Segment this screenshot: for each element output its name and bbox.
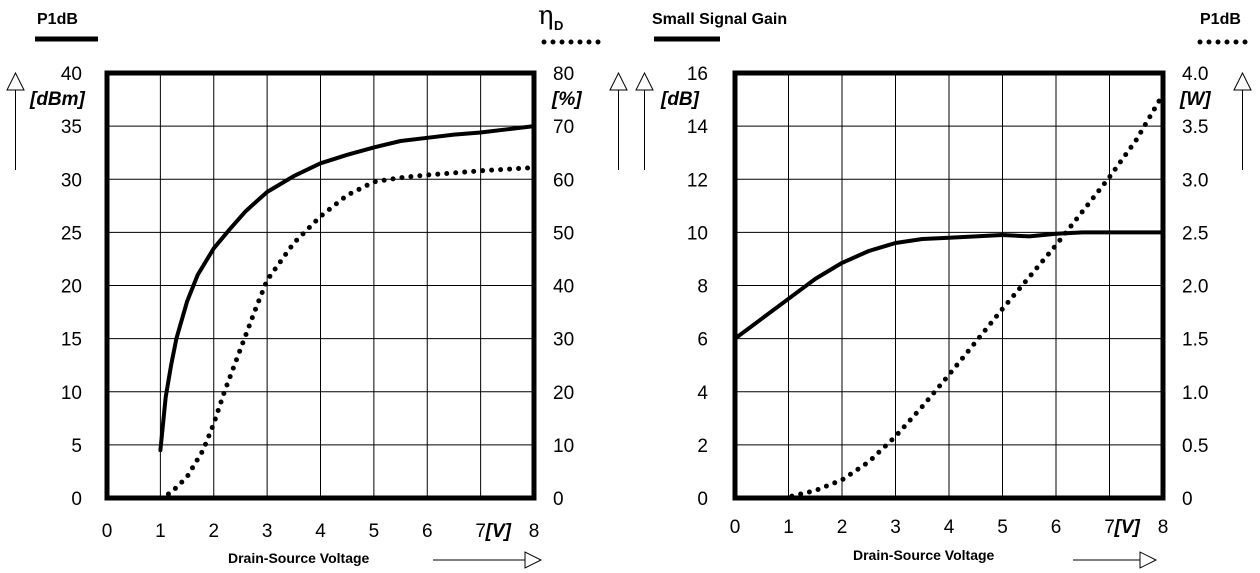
right-axis-tick-label: 3.5 (1182, 117, 1208, 138)
left-axis-tick-label: 16 (687, 64, 708, 85)
left-chart-right-unit: [%] (551, 89, 582, 110)
right-axis-tick-label: 1.0 (1182, 383, 1208, 404)
left-chart-legend-eta-subscript: D (554, 18, 563, 33)
x-axis-tick-label: 0 (730, 517, 741, 538)
right-chart-x-axis-label: Drain-Source Voltage (853, 547, 995, 563)
right-axis-tick-label: 4.0 (1182, 64, 1208, 85)
right-chart-grid (735, 73, 1163, 498)
left-chart-grid (107, 73, 534, 498)
left-chart-x-axis-arrow (433, 551, 543, 569)
x-axis-tick-label: 3 (890, 517, 901, 538)
x-axis-tick-label: 5 (369, 521, 380, 542)
left-axis-tick-label: 5 (71, 436, 82, 457)
right-chart-legend-p1db-label: P1dB (1200, 11, 1241, 28)
right-chart-x-axis-arrow (1073, 551, 1158, 569)
series-line-solid-0 (158, 124, 536, 453)
left-chart-left-axis-arrow (6, 71, 25, 170)
x-axis-tick-label: 8 (529, 521, 540, 542)
left-chart-x-ticks: 0 1 2 3 4 5 6 7 8 [V] (102, 521, 540, 542)
x-axis-unit: [V] (1114, 517, 1141, 538)
x-axis-tick-label: 1 (783, 517, 794, 538)
right-axis-tick-label: 80 (553, 64, 574, 85)
left-chart-legend-p1db-label: P1dB (37, 11, 78, 28)
right-chart-left-unit: [dB] (660, 89, 700, 110)
right-chart-right-axis-arrow (1233, 71, 1252, 170)
x-axis-tick-label: 1 (155, 521, 166, 542)
right-axis-tick-label: 2.5 (1182, 223, 1208, 244)
left-axis-tick-label: 0 (71, 489, 82, 510)
left-chart-left-unit: [dBm] (29, 89, 86, 110)
left-axis-tick-label: 35 (61, 117, 82, 138)
left-chart-legend-eta-symbol: η (538, 1, 554, 31)
left-axis-tick-label: 15 (61, 330, 82, 351)
x-axis-tick-label: 5 (997, 517, 1008, 538)
left-axis-tick-label: 12 (687, 170, 708, 191)
right-axis-tick-label: 0 (1182, 489, 1193, 510)
right-chart-plot-frame (732, 70, 1166, 501)
right-axis-tick-label: 1.5 (1182, 330, 1208, 351)
right-axis-tick-label: 2.0 (1182, 277, 1208, 298)
left-chart-left-ticks: 0 5 10 15 20 25 30 35 40 (61, 64, 82, 510)
left-chart-right-ticks: 0 10 20 30 40 50 60 70 80 (553, 64, 574, 510)
x-axis-tick-label: 3 (262, 521, 273, 542)
right-chart-legend-gain-label: Small Signal Gain (652, 11, 787, 28)
right-axis-tick-label: 50 (553, 223, 574, 244)
x-axis-tick-label: 2 (208, 521, 219, 542)
series-line-dotted-1 (157, 165, 537, 501)
right-axis-tick-label: 0 (553, 489, 564, 510)
left-axis-tick-label: 25 (61, 223, 82, 244)
right-chart-x-ticks: 0 1 2 3 4 5 6 7 8 [V] (730, 517, 1169, 538)
left-chart-right-axis-arrow (609, 71, 628, 170)
left-axis-tick-label: 2 (697, 436, 708, 457)
left-axis-tick-label: 30 (61, 170, 82, 191)
x-axis-tick-label: 0 (102, 521, 113, 542)
x-axis-tick-label: 4 (315, 521, 326, 542)
left-axis-tick-label: 6 (697, 330, 708, 351)
x-axis-tick-label: 7 (475, 521, 486, 542)
left-axis-tick-label: 20 (61, 277, 82, 298)
right-axis-tick-label: 30 (553, 330, 574, 351)
x-axis-tick-label: 8 (1158, 517, 1169, 538)
right-axis-tick-label: 70 (553, 117, 574, 138)
series-line-solid-0 (733, 230, 1165, 341)
left-axis-tick-label: 10 (61, 383, 82, 404)
x-axis-tick-label: 2 (837, 517, 848, 538)
x-axis-unit: [V] (485, 521, 512, 542)
right-axis-tick-label: 3.0 (1182, 170, 1208, 191)
right-chart-right-unit: [W] (1179, 89, 1211, 110)
x-axis-tick-label: 7 (1104, 517, 1115, 538)
left-axis-tick-label: 14 (687, 117, 709, 138)
right-chart-left-axis-arrow (635, 71, 654, 170)
right-axis-tick-label: 60 (553, 170, 574, 191)
right-chart-right-ticks: 0 0.5 1.0 1.5 2.0 2.5 3.0 3.5 4.0 (1182, 64, 1208, 510)
chart-right: Small Signal Gain P1dB [dB] [W] 02468101… (635, 11, 1256, 569)
left-axis-tick-label: 40 (61, 64, 82, 85)
left-chart-x-axis-label: Drain-Source Voltage (228, 550, 370, 566)
left-chart-plot-frame (104, 70, 537, 501)
left-axis-tick-label: 0 (697, 489, 708, 510)
x-axis-tick-label: 4 (944, 517, 955, 538)
series-line-dotted-1 (780, 91, 1166, 501)
x-axis-tick-label: 6 (422, 521, 433, 542)
right-chart-left-ticks: 0 2 4 6 8 10 12 14 16 (687, 64, 709, 510)
right-axis-tick-label: 0.5 (1182, 436, 1208, 457)
x-axis-tick-label: 6 (1051, 517, 1062, 538)
left-axis-tick-label: 10 (687, 223, 708, 244)
right-axis-tick-label: 10 (553, 436, 574, 457)
right-chart-series (733, 91, 1166, 501)
right-axis-tick-label: 40 (553, 277, 574, 298)
left-axis-tick-label: 8 (697, 277, 708, 298)
left-axis-tick-label: 4 (697, 383, 708, 404)
right-axis-tick-label: 20 (553, 383, 574, 404)
left-chart-series (157, 124, 537, 501)
